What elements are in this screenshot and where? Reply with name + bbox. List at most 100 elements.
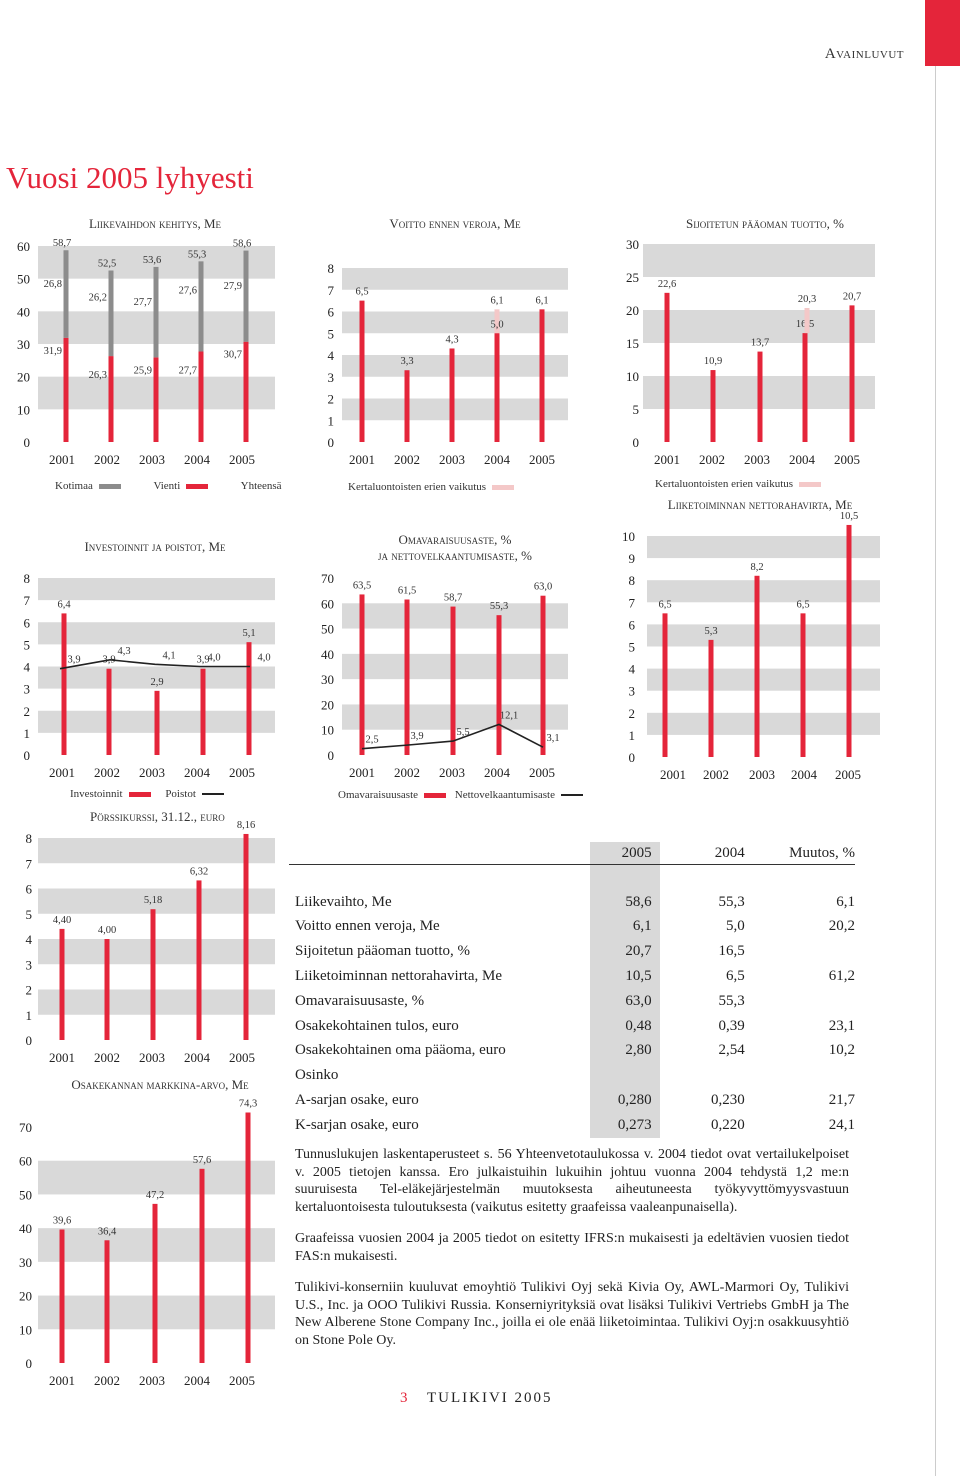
y-tick-label: 10 xyxy=(622,529,635,544)
data-label-netto: 3,9 xyxy=(410,731,423,742)
legend-swatch-investoinnit xyxy=(128,791,151,797)
x-tick-label: 2004 xyxy=(789,452,816,467)
data-label: 74,3 xyxy=(239,1099,257,1110)
bar-omavaraisuus xyxy=(496,615,502,755)
data-label: 4,40 xyxy=(53,915,71,926)
cell-2004: 2,54 xyxy=(718,1042,745,1059)
chart-title-nettorahavirta: Liiketoiminnan nettorahavirta, Me xyxy=(667,497,853,512)
legend-swatch-pale xyxy=(492,484,515,490)
y-tick-label: 0 xyxy=(629,750,636,765)
chart-title-omavaraisuus: Omavaraisuusaste, % xyxy=(398,532,512,547)
y-tick-label: 2 xyxy=(629,706,636,721)
footer-brand: TULIKIVI 2005 xyxy=(426,1390,553,1406)
bar-porssikurssi xyxy=(59,928,65,1040)
table-row: Liiketoiminnan nettorahavirta, Me 10,5 6,5… xyxy=(289,964,855,989)
y-tick-label: 10 xyxy=(321,723,334,738)
legend-netto-label: Nettovelkaantumisaste xyxy=(454,789,555,801)
y-tick-label: 5 xyxy=(629,640,636,655)
y-tick-label: 10 xyxy=(626,369,639,384)
bar-omavaraisuus xyxy=(404,599,410,755)
cell-change: 21,7 xyxy=(828,1092,855,1109)
bar-porssikurssi xyxy=(196,880,202,1040)
bar-investoinnit xyxy=(246,642,252,755)
cell-change xyxy=(745,1063,855,1088)
data-label: 5,18 xyxy=(144,895,162,906)
cell-2004: 0,230 xyxy=(711,1092,745,1109)
table-row: Osakekohtainen oma pääoma, euro 2,80 2,54 1… xyxy=(289,1038,855,1064)
x-tick-label: 2002 xyxy=(703,767,729,782)
data-label-vienti: 27,7 xyxy=(179,366,197,377)
data-label-kotimaa: 27,6 xyxy=(179,285,197,296)
bar-vienti xyxy=(63,337,69,442)
y-tick-label: 20 xyxy=(626,303,639,318)
x-tick-label: 2002 xyxy=(94,1050,120,1065)
bar-vienti xyxy=(153,357,159,442)
y-tick-label: 40 xyxy=(17,304,30,319)
cell-2005: 20,7 xyxy=(589,939,660,965)
bar-kotimaa xyxy=(108,270,114,357)
cell-2004: 0,220 xyxy=(711,1116,745,1133)
chart-subtitle-omavaraisuus: ja nettovelkaantumisaste, % xyxy=(378,548,532,563)
y-tick-label: 7 xyxy=(26,856,33,871)
bar-vienti xyxy=(243,341,249,442)
bar-investoinnit xyxy=(61,613,67,755)
y-tick-label: 40 xyxy=(321,647,334,662)
data-label-poistot: 4,3 xyxy=(117,646,130,657)
grid-band xyxy=(38,622,275,645)
bar-omavaraisuus xyxy=(359,594,365,755)
y-tick-label: 0 xyxy=(26,1033,33,1048)
legend-kotimaa: Kotimaa xyxy=(55,480,93,492)
legend-vienti: Vienti xyxy=(153,480,181,492)
x-tick-label: 2005 xyxy=(529,765,555,780)
x-tick-label: 2004 xyxy=(184,1050,211,1065)
y-tick-label: 70 xyxy=(321,571,334,586)
bar-sijoitettu xyxy=(757,351,763,442)
chart-title-porssikurssi: Pörssikurssi, 31.12., euro xyxy=(90,809,225,824)
data-label-poistot: 3,9 xyxy=(67,655,80,666)
data-label: 47,2 xyxy=(146,1190,164,1201)
bar-kotimaa xyxy=(198,261,204,352)
y-tick-label: 9 xyxy=(629,551,636,566)
x-tick-label: 2003 xyxy=(139,765,165,780)
y-tick-label: 25 xyxy=(626,270,639,285)
data-label-total: 58,7 xyxy=(53,238,71,249)
y-tick-label: 40 xyxy=(19,1221,32,1236)
legend-kertaluontoiset-sijoitettu: Kertaluontoisten erien vaikutus xyxy=(655,478,794,490)
data-label-extra: 20,3 xyxy=(798,294,816,305)
table-row: Osinko xyxy=(289,1063,855,1089)
x-tick-label: 2001 xyxy=(49,452,75,467)
footer: 3 TULIKIVI 2005 xyxy=(400,1390,553,1407)
chart-title-sijoitettu: Sijoitetun pääoman tuotto, % xyxy=(686,216,844,231)
grid-band xyxy=(38,939,275,965)
data-label-kotimaa: 26,8 xyxy=(44,279,62,290)
data-label: 57,6 xyxy=(193,1155,211,1166)
cell-2005: 63,0 xyxy=(589,988,660,1014)
y-tick-label: 50 xyxy=(321,622,334,637)
cell-change: 23,1 xyxy=(828,1017,855,1034)
row-label: Osakekohtainen oma pääoma, euro xyxy=(295,1042,506,1059)
y-tick-label: 4 xyxy=(328,348,335,363)
data-label: 22,6 xyxy=(658,279,676,290)
x-tick-label: 2002 xyxy=(94,452,120,467)
page-number: 3 xyxy=(400,1390,408,1406)
legend-swatch-poistot xyxy=(201,793,224,796)
y-tick-label: 4 xyxy=(26,932,33,947)
y-tick-label: 4 xyxy=(24,660,31,675)
y-tick-label: 8 xyxy=(328,261,335,276)
chart-markkina: 0 10 20 30 40 50 60 70 2001 2002 2003 2004 2005 39,6 3… xyxy=(19,1099,275,1388)
data-label-poistot: 4,0 xyxy=(207,653,220,664)
x-tick-label: 2001 xyxy=(654,452,680,467)
x-tick-label: 2001 xyxy=(49,1373,75,1388)
chart-title-investoinnit: Investoinnit ja poistot, Me xyxy=(84,539,226,554)
cell-2005 xyxy=(589,1063,660,1089)
y-tick-label: 50 xyxy=(19,1187,32,1202)
data-label-vienti: 30,7 xyxy=(224,350,242,361)
grid-band xyxy=(38,1160,275,1195)
y-tick-label: 2 xyxy=(24,704,31,719)
legend-voitto: Kertaluontoisten erien vaikutus xyxy=(348,481,515,493)
chart-voitto: 0 1 2 3 4 5 6 7 8 2001 2002 2003 2004 2005 6,5 3,3 4,3 6,… xyxy=(328,261,568,467)
y-tick-label: 30 xyxy=(321,672,334,687)
legend-omavaraisuus-label: Omavaraisuusaste xyxy=(338,789,419,801)
cell-change: 20,2 xyxy=(828,918,855,935)
bar-voitto xyxy=(539,309,545,442)
